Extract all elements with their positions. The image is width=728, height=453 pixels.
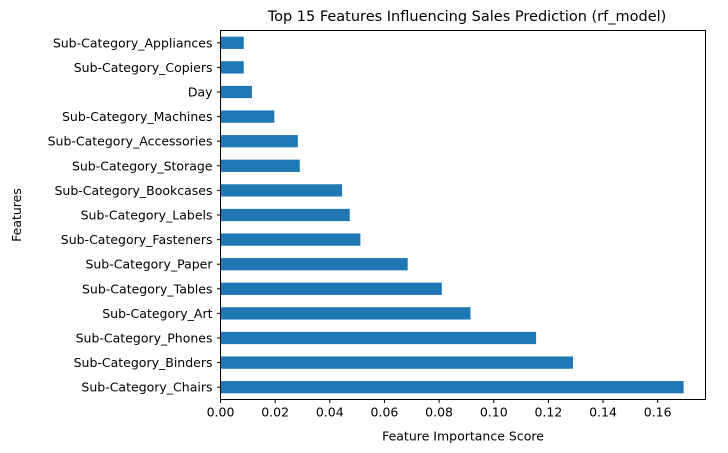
bar	[220, 233, 361, 246]
x-tick-label: 0.04	[316, 405, 344, 420]
bar	[220, 184, 343, 197]
bar	[220, 110, 275, 123]
y-tick-label: Sub-Category_Paper	[85, 257, 213, 272]
bar	[220, 85, 252, 99]
bar	[220, 135, 298, 148]
bar	[220, 61, 244, 74]
x-tick-label: 0.10	[480, 405, 508, 420]
y-tick-label: Sub-Category_Art	[102, 306, 212, 321]
y-tick-label: Sub-Category_Machines	[62, 109, 213, 124]
bars-group	[220, 36, 684, 394]
x-tick-label: 0.02	[261, 405, 289, 420]
x-tick-label: 0.16	[644, 405, 672, 420]
bar	[220, 208, 350, 222]
y-axis-ticks: Sub-Category_Appliances Sub-Category_Copi…	[48, 35, 221, 395]
x-tick-label: 0.00	[207, 405, 235, 420]
y-tick-label: Sub-Category_Tables	[82, 281, 213, 296]
y-tick-label: Sub-Category_Phones	[76, 331, 213, 346]
chart-title: Top 15 Features Influencing Sales Predic…	[267, 9, 667, 25]
x-tick-label: 0.12	[534, 405, 562, 420]
x-axis-ticks: 0.00 0.02 0.04 0.06 0.08 0.10 0.12 0.14 0.16	[207, 399, 672, 420]
bar	[220, 258, 408, 271]
y-axis-label: Features	[9, 188, 24, 242]
y-tick-label: Sub-Category_Storage	[72, 158, 213, 173]
bar	[220, 381, 684, 394]
bar	[220, 36, 244, 49]
y-tick-label: Sub-Category_Fasteners	[61, 232, 213, 247]
y-tick-label: Sub-Category_Appliances	[53, 35, 213, 50]
plot-frame	[220, 30, 706, 400]
y-tick-label: Day	[188, 85, 213, 100]
bar	[220, 307, 471, 320]
bar	[220, 282, 442, 295]
x-axis-label: Feature Importance Score	[382, 429, 544, 444]
x-tick-label: 0.06	[371, 405, 399, 420]
y-tick-label: Sub-Category_Accessories	[48, 134, 213, 149]
bar	[220, 356, 573, 369]
x-tick-label: 0.14	[589, 405, 617, 420]
y-tick-label: Sub-Category_Bookcases	[54, 183, 212, 198]
y-tick-label: Sub-Category_Chairs	[81, 380, 212, 395]
bar	[220, 159, 300, 172]
x-tick-label: 0.08	[425, 405, 453, 420]
y-tick-label: Sub-Category_Labels	[81, 208, 213, 223]
y-tick-label: Sub-Category_Copiers	[74, 60, 213, 75]
y-tick-label: Sub-Category_Binders	[74, 355, 213, 370]
bar	[220, 331, 537, 345]
